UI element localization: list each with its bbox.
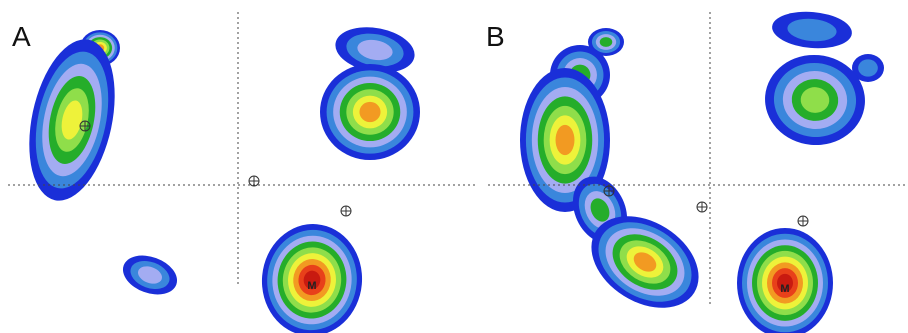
- panel-label: A: [12, 21, 31, 52]
- panel-label: B: [486, 21, 505, 52]
- marker-label: M: [307, 280, 316, 292]
- marker-label: M: [780, 283, 789, 295]
- pressure-contour: [858, 59, 878, 76]
- pressure-figure: A B M M: [0, 0, 908, 333]
- center-marker: [341, 206, 351, 216]
- center-marker: [798, 216, 808, 226]
- pressure-contour: [556, 125, 575, 155]
- pressure-contour: [600, 37, 613, 47]
- center-markers: [80, 121, 808, 226]
- center-marker: [604, 186, 614, 196]
- pressure-contour: [359, 102, 380, 122]
- center-marker: [80, 121, 90, 131]
- pressure-maps: [16, 9, 884, 333]
- center-marker: [249, 176, 259, 186]
- center-marker: [697, 202, 707, 212]
